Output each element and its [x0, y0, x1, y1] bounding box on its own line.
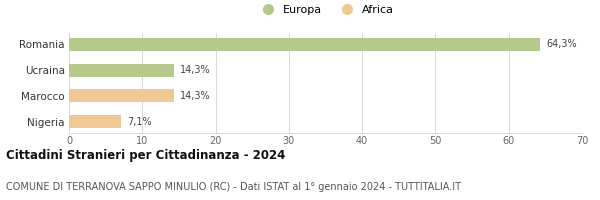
Bar	[69, 115, 121, 128]
Bar	[69, 38, 540, 51]
Text: 14,3%: 14,3%	[179, 91, 210, 101]
Legend: Europa, Africa: Europa, Africa	[254, 3, 397, 17]
Text: COMUNE DI TERRANOVA SAPPO MINULIO (RC) - Dati ISTAT al 1° gennaio 2024 - TUTTITA: COMUNE DI TERRANOVA SAPPO MINULIO (RC) -…	[6, 182, 461, 192]
Text: 14,3%: 14,3%	[179, 65, 210, 75]
Text: 7,1%: 7,1%	[127, 117, 152, 127]
Bar	[69, 89, 174, 102]
Text: 64,3%: 64,3%	[546, 39, 577, 49]
Bar	[69, 64, 174, 77]
Text: Cittadini Stranieri per Cittadinanza - 2024: Cittadini Stranieri per Cittadinanza - 2…	[6, 149, 286, 162]
